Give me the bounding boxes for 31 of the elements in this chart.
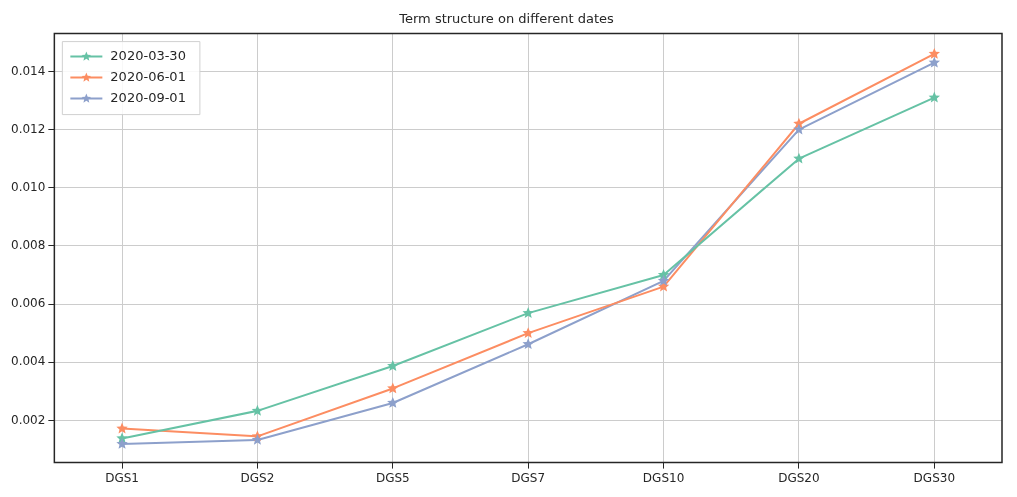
x-tick-label: DGS20 [778, 470, 820, 485]
y-tick-label: 0.012 [10, 121, 46, 136]
chart-title: Term structure on different dates [398, 11, 614, 27]
point [116, 422, 128, 434]
y-tick-label: 0.004 [10, 354, 46, 369]
y-tick-label: 0.008 [10, 238, 46, 253]
x-tick-label: DGS7 [511, 470, 546, 485]
point [387, 382, 399, 394]
point [522, 307, 534, 318]
point [657, 274, 670, 286]
point [793, 152, 805, 164]
point [387, 360, 399, 371]
legend-label: 2020-06-01 [110, 68, 186, 84]
point [928, 47, 941, 59]
y-tick-label: 0.014 [10, 63, 46, 78]
x-tick-label: DGS30 [913, 470, 956, 485]
point [793, 123, 805, 135]
point [522, 338, 534, 350]
x-tick-label: DGS1 [105, 470, 139, 485]
point [522, 327, 534, 339]
y-tick-label: 0.002 [10, 412, 46, 427]
y-tick-label: 0.010 [10, 179, 46, 194]
point [928, 91, 941, 103]
x-tick-label: DGS5 [375, 470, 410, 485]
legend-label: 2020-03-30 [110, 47, 186, 63]
y-tick-label: 0.006 [10, 296, 46, 311]
point [387, 396, 399, 408]
x-tick-label: DGS2 [240, 470, 275, 485]
legend-label: 2020-09-01 [110, 89, 186, 105]
point [116, 437, 128, 449]
x-tick-label: DGS10 [642, 470, 685, 485]
